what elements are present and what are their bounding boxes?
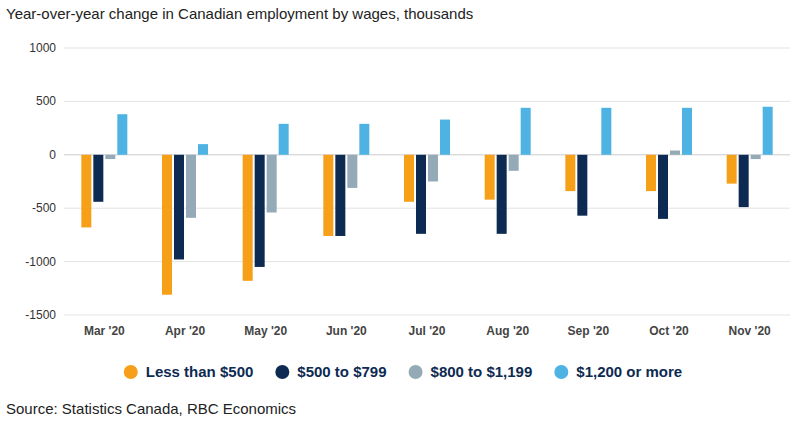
- x-tick-label: Jul '20: [409, 324, 446, 338]
- chart: Year-over-year change in Canadian employ…: [0, 0, 806, 438]
- legend-item: Less than $500: [124, 363, 254, 380]
- bar: [105, 155, 115, 159]
- bar: [440, 120, 450, 155]
- grid-line: [64, 48, 790, 49]
- y-tick-label: 1000: [29, 41, 56, 55]
- bar: [335, 155, 345, 236]
- bar: [658, 155, 668, 219]
- bar: [727, 155, 737, 184]
- bar: [589, 154, 599, 155]
- y-tick-label: 0: [49, 148, 56, 162]
- bar: [243, 155, 253, 281]
- bar: [485, 155, 495, 200]
- bar: [682, 108, 692, 155]
- bar: [565, 155, 575, 191]
- legend-item: $1,200 or more: [554, 363, 682, 380]
- legend: Less than $500 $500 to $799 $800 to $1,199…: [124, 363, 682, 380]
- bar: [521, 108, 531, 155]
- bar: [416, 155, 426, 234]
- bar: [763, 107, 773, 155]
- bar: [646, 155, 656, 191]
- legend-swatch: [409, 365, 423, 379]
- bar: [117, 114, 127, 155]
- bar: [198, 144, 208, 155]
- bar: [279, 124, 289, 155]
- bar: [601, 108, 611, 155]
- bar: [509, 155, 519, 171]
- x-tick-label: Jun '20: [326, 324, 367, 338]
- bar: [174, 155, 184, 260]
- bar: [162, 155, 172, 295]
- grid-line: [64, 101, 790, 102]
- title: Year-over-year change in Canadian employ…: [6, 5, 473, 22]
- y-tick-label: -1000: [25, 255, 56, 269]
- legend-label: Less than $500: [146, 363, 254, 380]
- bars: [81, 107, 772, 295]
- source: Source: Statistics Canada, RBC Economics: [6, 400, 296, 417]
- x-tick-label: May '20: [244, 324, 287, 338]
- x-tick-label: Aug '20: [486, 324, 529, 338]
- bar: [81, 155, 91, 228]
- bar: [428, 155, 438, 182]
- x-tick-label: Nov '20: [729, 324, 772, 338]
- grid-line: [64, 315, 790, 316]
- grid-line: [64, 208, 790, 209]
- grid-line: [64, 261, 790, 262]
- bar: [751, 155, 761, 159]
- y-tick-label: -1500: [25, 308, 56, 322]
- bar: [267, 155, 277, 213]
- bar: [347, 155, 357, 188]
- bar: [497, 155, 507, 234]
- bar: [404, 155, 414, 202]
- bar: [255, 155, 265, 267]
- bar: [359, 124, 369, 155]
- x-tick-label: Oct '20: [649, 324, 689, 338]
- x-tick-label: Mar '20: [84, 324, 125, 338]
- bar: [577, 155, 587, 216]
- bar: [323, 155, 333, 236]
- x-tick-label: Sep '20: [568, 324, 610, 338]
- legend-label: $800 to $1,199: [431, 363, 533, 380]
- grid-line: [64, 154, 790, 155]
- y-tick-label: 500: [36, 94, 56, 108]
- legend-label: $1,200 or more: [576, 363, 682, 380]
- grid: [64, 48, 790, 315]
- legend-swatch: [275, 365, 289, 379]
- legend-swatch: [554, 365, 568, 379]
- legend-swatch: [124, 365, 138, 379]
- bar: [670, 151, 680, 155]
- x-tick-label: Apr '20: [165, 324, 206, 338]
- bar: [93, 155, 103, 202]
- legend-label: $500 to $799: [297, 363, 386, 380]
- y-tick-label: -500: [32, 201, 56, 215]
- bar: [186, 155, 196, 218]
- legend-item: $500 to $799: [275, 363, 386, 380]
- legend-item: $800 to $1,199: [409, 363, 533, 380]
- bar: [739, 155, 749, 207]
